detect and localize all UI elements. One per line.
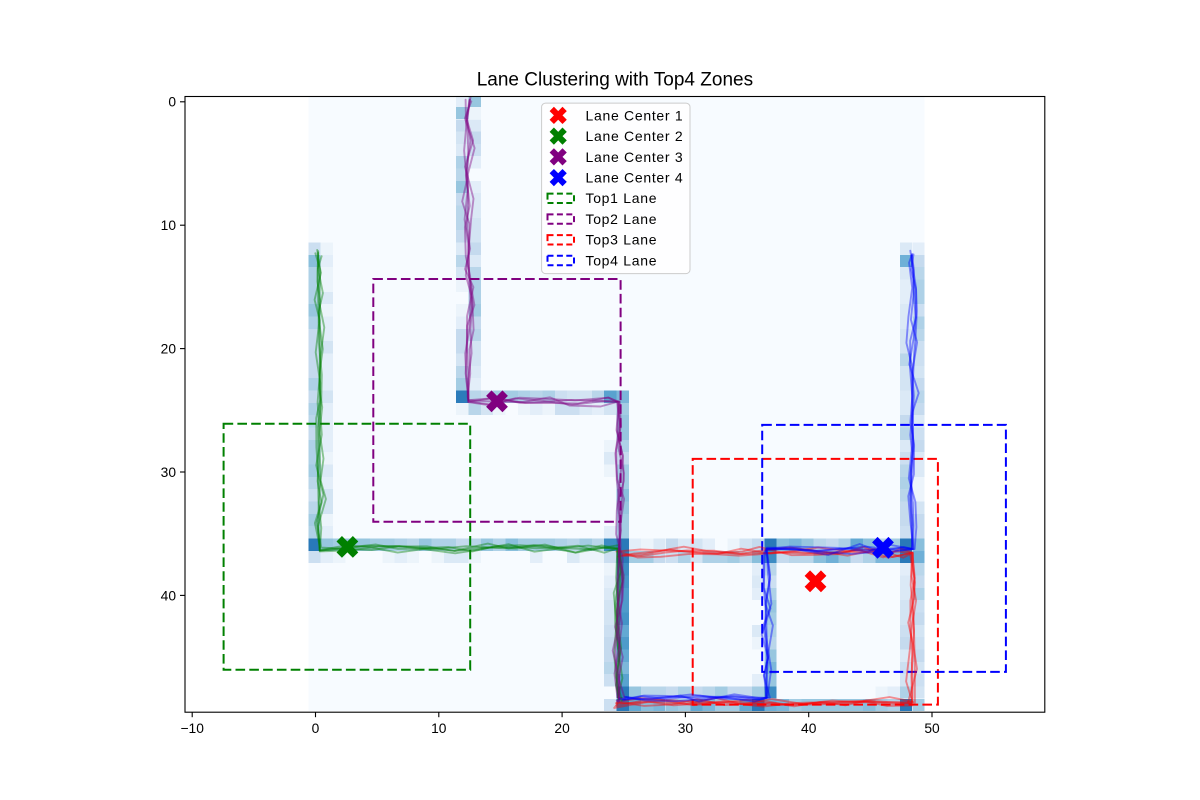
svg-text:Lane Center 3: Lane Center 3 <box>586 149 684 165</box>
svg-text:Lane Center 2: Lane Center 2 <box>586 128 684 144</box>
svg-text:50: 50 <box>924 721 940 736</box>
svg-text:Top4 Lane: Top4 Lane <box>586 252 658 268</box>
svg-text:20: 20 <box>161 342 177 357</box>
svg-text:Lane Clustering with Top4 Zone: Lane Clustering with Top4 Zones <box>477 70 753 91</box>
svg-text:0: 0 <box>312 721 320 736</box>
svg-text:Top1 Lane: Top1 Lane <box>586 190 658 206</box>
svg-text:−10: −10 <box>180 721 204 736</box>
svg-text:Lane Center 1: Lane Center 1 <box>586 107 684 123</box>
svg-text:40: 40 <box>801 721 817 736</box>
svg-text:0: 0 <box>168 95 176 110</box>
svg-text:Lane Center 4: Lane Center 4 <box>586 170 684 186</box>
svg-text:40: 40 <box>161 588 177 603</box>
svg-text:20: 20 <box>554 721 570 736</box>
svg-text:10: 10 <box>161 218 177 233</box>
svg-text:10: 10 <box>431 721 447 736</box>
svg-text:30: 30 <box>161 465 177 480</box>
svg-text:Top2 Lane: Top2 Lane <box>586 211 658 227</box>
svg-text:Top3 Lane: Top3 Lane <box>586 232 658 248</box>
svg-text:30: 30 <box>678 721 694 736</box>
